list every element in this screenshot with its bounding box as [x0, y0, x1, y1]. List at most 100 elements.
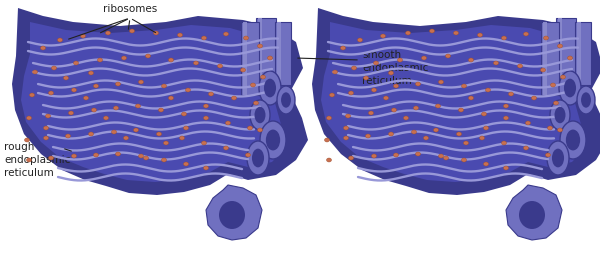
- Ellipse shape: [252, 149, 264, 167]
- Polygon shape: [243, 22, 247, 95]
- Ellipse shape: [154, 31, 158, 35]
- Ellipse shape: [185, 88, 191, 92]
- Ellipse shape: [541, 68, 545, 72]
- Ellipse shape: [341, 46, 346, 50]
- Ellipse shape: [89, 132, 94, 136]
- Ellipse shape: [469, 96, 473, 100]
- Ellipse shape: [482, 112, 487, 116]
- Polygon shape: [21, 22, 288, 182]
- Ellipse shape: [557, 128, 563, 132]
- Ellipse shape: [406, 31, 410, 35]
- Polygon shape: [12, 8, 308, 195]
- Ellipse shape: [532, 96, 536, 100]
- Ellipse shape: [130, 29, 134, 33]
- Ellipse shape: [368, 111, 373, 115]
- Ellipse shape: [46, 114, 50, 118]
- Polygon shape: [575, 22, 591, 85]
- Ellipse shape: [158, 108, 163, 112]
- Ellipse shape: [383, 96, 389, 100]
- Ellipse shape: [41, 46, 46, 50]
- Ellipse shape: [349, 91, 353, 95]
- Ellipse shape: [203, 116, 209, 120]
- Ellipse shape: [523, 32, 529, 36]
- Ellipse shape: [260, 121, 286, 159]
- Ellipse shape: [136, 104, 140, 108]
- Ellipse shape: [248, 126, 253, 130]
- Ellipse shape: [266, 129, 280, 150]
- Ellipse shape: [202, 141, 206, 145]
- Ellipse shape: [245, 153, 251, 157]
- Ellipse shape: [464, 141, 469, 145]
- Ellipse shape: [392, 108, 397, 112]
- Ellipse shape: [458, 108, 464, 112]
- Ellipse shape: [26, 158, 32, 162]
- Polygon shape: [577, 22, 581, 85]
- Ellipse shape: [25, 138, 29, 142]
- Ellipse shape: [352, 66, 356, 70]
- Ellipse shape: [445, 54, 451, 58]
- Ellipse shape: [184, 162, 188, 166]
- Ellipse shape: [389, 132, 394, 136]
- Ellipse shape: [250, 100, 270, 130]
- Ellipse shape: [91, 108, 97, 112]
- Ellipse shape: [413, 106, 419, 110]
- Ellipse shape: [133, 128, 139, 132]
- Ellipse shape: [26, 116, 32, 120]
- Ellipse shape: [44, 126, 49, 130]
- Ellipse shape: [404, 116, 409, 120]
- Ellipse shape: [113, 106, 119, 110]
- Ellipse shape: [557, 44, 563, 48]
- Ellipse shape: [523, 146, 529, 150]
- Ellipse shape: [52, 66, 56, 70]
- Ellipse shape: [415, 82, 421, 86]
- Polygon shape: [543, 22, 547, 95]
- Ellipse shape: [326, 158, 331, 162]
- Ellipse shape: [146, 54, 151, 58]
- Ellipse shape: [268, 56, 272, 60]
- Ellipse shape: [71, 154, 77, 158]
- Text: smooth
endoplasmic
reticulum: smooth endoplasmic reticulum: [362, 50, 428, 86]
- Ellipse shape: [545, 153, 551, 157]
- Ellipse shape: [503, 116, 509, 120]
- Text: ribosomes: ribosomes: [103, 4, 157, 14]
- Ellipse shape: [380, 34, 386, 38]
- Ellipse shape: [80, 34, 86, 38]
- Ellipse shape: [161, 84, 167, 88]
- Ellipse shape: [560, 121, 586, 159]
- Ellipse shape: [106, 31, 110, 35]
- Ellipse shape: [484, 162, 488, 166]
- Polygon shape: [206, 185, 262, 240]
- Ellipse shape: [325, 138, 329, 142]
- Ellipse shape: [493, 61, 499, 65]
- Ellipse shape: [581, 92, 591, 108]
- Polygon shape: [275, 22, 291, 85]
- Ellipse shape: [398, 58, 403, 62]
- Ellipse shape: [161, 158, 167, 162]
- Ellipse shape: [554, 107, 566, 123]
- Ellipse shape: [343, 126, 349, 130]
- Ellipse shape: [517, 64, 523, 68]
- Ellipse shape: [209, 92, 214, 96]
- Ellipse shape: [184, 126, 188, 130]
- Ellipse shape: [203, 166, 209, 170]
- Ellipse shape: [74, 61, 79, 65]
- Ellipse shape: [424, 136, 428, 140]
- Ellipse shape: [564, 79, 576, 97]
- Polygon shape: [321, 22, 588, 182]
- Ellipse shape: [421, 56, 427, 60]
- Ellipse shape: [552, 149, 564, 167]
- Ellipse shape: [373, 61, 379, 65]
- Ellipse shape: [58, 38, 62, 42]
- Ellipse shape: [509, 92, 514, 96]
- Ellipse shape: [241, 68, 245, 72]
- Ellipse shape: [412, 130, 416, 134]
- Ellipse shape: [485, 88, 491, 92]
- Ellipse shape: [232, 96, 236, 100]
- Ellipse shape: [89, 71, 94, 75]
- Ellipse shape: [436, 104, 440, 108]
- Ellipse shape: [346, 114, 350, 118]
- Ellipse shape: [244, 36, 248, 40]
- Ellipse shape: [394, 84, 398, 88]
- Ellipse shape: [332, 70, 337, 74]
- Ellipse shape: [169, 58, 173, 62]
